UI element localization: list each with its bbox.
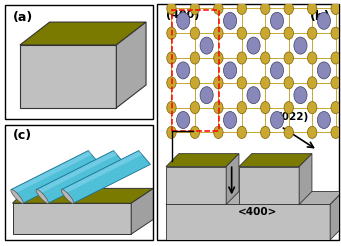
Polygon shape <box>36 151 125 203</box>
Circle shape <box>261 2 270 15</box>
Circle shape <box>284 2 293 15</box>
Circle shape <box>308 126 317 138</box>
Polygon shape <box>116 22 146 108</box>
Polygon shape <box>166 154 239 167</box>
Circle shape <box>270 12 284 29</box>
Text: (400): (400) <box>166 10 199 20</box>
Ellipse shape <box>11 189 23 203</box>
Polygon shape <box>13 203 131 234</box>
Text: <400>: <400> <box>238 206 277 216</box>
Polygon shape <box>330 191 341 240</box>
Circle shape <box>308 2 317 15</box>
Polygon shape <box>13 188 153 203</box>
Circle shape <box>224 111 237 128</box>
Circle shape <box>177 62 190 79</box>
Circle shape <box>308 102 317 114</box>
Circle shape <box>167 102 176 114</box>
Circle shape <box>214 102 223 114</box>
Circle shape <box>331 126 340 138</box>
Circle shape <box>284 126 293 138</box>
Circle shape <box>331 102 340 114</box>
Polygon shape <box>166 191 341 204</box>
Ellipse shape <box>61 189 74 203</box>
Circle shape <box>224 12 237 29</box>
Circle shape <box>190 27 199 39</box>
Polygon shape <box>226 154 239 204</box>
Circle shape <box>261 52 270 64</box>
Circle shape <box>214 126 223 138</box>
Circle shape <box>214 77 223 89</box>
Circle shape <box>331 77 340 89</box>
Polygon shape <box>20 45 116 108</box>
Text: (b): (b) <box>310 10 330 23</box>
Circle shape <box>308 77 317 89</box>
Bar <box>172 8 336 132</box>
Polygon shape <box>62 151 150 203</box>
Circle shape <box>167 2 176 15</box>
Circle shape <box>200 87 213 104</box>
Circle shape <box>237 77 247 89</box>
Circle shape <box>237 52 247 64</box>
Polygon shape <box>239 167 299 204</box>
Circle shape <box>308 27 317 39</box>
Circle shape <box>237 2 247 15</box>
Circle shape <box>317 62 330 79</box>
Circle shape <box>224 62 237 79</box>
Polygon shape <box>37 151 117 194</box>
Circle shape <box>214 27 223 39</box>
Circle shape <box>294 37 307 54</box>
Polygon shape <box>131 188 153 234</box>
Circle shape <box>317 12 330 29</box>
Circle shape <box>200 37 213 54</box>
Circle shape <box>190 126 199 138</box>
Polygon shape <box>299 154 312 204</box>
Circle shape <box>261 126 270 138</box>
Text: (a): (a) <box>13 11 33 24</box>
Circle shape <box>237 102 247 114</box>
Circle shape <box>331 27 340 39</box>
Circle shape <box>167 52 176 64</box>
Polygon shape <box>62 151 142 194</box>
Circle shape <box>261 102 270 114</box>
Polygon shape <box>166 167 226 204</box>
Circle shape <box>167 77 176 89</box>
Circle shape <box>177 111 190 128</box>
Circle shape <box>308 52 317 64</box>
Polygon shape <box>166 204 330 240</box>
Circle shape <box>214 2 223 15</box>
Circle shape <box>331 2 340 15</box>
Circle shape <box>177 12 190 29</box>
Polygon shape <box>12 151 92 194</box>
Circle shape <box>284 52 293 64</box>
Circle shape <box>167 126 176 138</box>
Circle shape <box>237 27 247 39</box>
Circle shape <box>261 77 270 89</box>
Circle shape <box>294 87 307 104</box>
Circle shape <box>284 27 293 39</box>
Circle shape <box>190 102 199 114</box>
Bar <box>172 10 219 131</box>
Polygon shape <box>239 154 312 167</box>
Circle shape <box>270 62 284 79</box>
Text: (c): (c) <box>13 129 32 142</box>
Circle shape <box>190 52 199 64</box>
Circle shape <box>214 52 223 64</box>
Circle shape <box>270 111 284 128</box>
Circle shape <box>284 77 293 89</box>
Text: (022): (022) <box>277 112 309 122</box>
Circle shape <box>261 27 270 39</box>
Polygon shape <box>11 151 100 203</box>
Ellipse shape <box>36 189 48 203</box>
Circle shape <box>237 126 247 138</box>
Circle shape <box>284 102 293 114</box>
Circle shape <box>331 52 340 64</box>
Circle shape <box>190 77 199 89</box>
Polygon shape <box>20 22 146 45</box>
Circle shape <box>247 37 260 54</box>
Circle shape <box>190 2 199 15</box>
Circle shape <box>247 87 260 104</box>
Circle shape <box>317 111 330 128</box>
Circle shape <box>167 27 176 39</box>
